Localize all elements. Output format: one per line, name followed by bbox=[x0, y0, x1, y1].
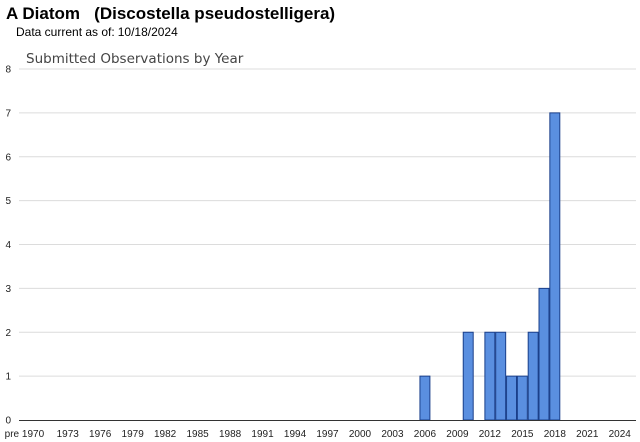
x-tick-label: 2000 bbox=[349, 429, 372, 440]
chart-title: Submitted Observations by Year bbox=[26, 51, 244, 67]
bar-2015 bbox=[516, 375, 528, 421]
x-tick-label: 1988 bbox=[219, 429, 242, 440]
data-current-date: 10/18/2024 bbox=[117, 25, 178, 39]
bar-2016 bbox=[527, 331, 539, 421]
x-tick-label: 1997 bbox=[316, 429, 339, 440]
y-tick-label: 2 bbox=[5, 328, 11, 339]
x-tick-label: 1979 bbox=[122, 429, 145, 440]
data-current-label: Data current as of: bbox=[16, 25, 115, 39]
x-tick-label: 2006 bbox=[414, 429, 437, 440]
x-tick-label: 2015 bbox=[511, 429, 534, 440]
chart-bars bbox=[419, 112, 561, 421]
y-tick-label: 1 bbox=[5, 372, 11, 383]
bar-2017 bbox=[538, 287, 550, 421]
y-tick-label: 3 bbox=[5, 284, 11, 295]
bar-2014 bbox=[506, 375, 518, 421]
x-tick-label: 2009 bbox=[446, 429, 469, 440]
bar-2018 bbox=[549, 112, 561, 421]
y-tick-label: 0 bbox=[5, 416, 11, 427]
y-tick-label: 7 bbox=[5, 108, 11, 119]
x-tick-label: 2018 bbox=[544, 429, 567, 440]
page-title: A Diatom (Discostella pseudostelligera) bbox=[6, 4, 336, 23]
y-tick-label: 5 bbox=[5, 196, 11, 207]
x-tick-label: 2012 bbox=[479, 429, 502, 440]
x-tick-label: pre 1970 bbox=[5, 429, 45, 440]
x-tick-label: 1994 bbox=[284, 429, 307, 440]
bar-2013 bbox=[495, 331, 507, 421]
bar-2012 bbox=[484, 331, 496, 421]
y-tick-label: 4 bbox=[5, 240, 11, 251]
bar-2010 bbox=[462, 331, 474, 421]
x-tick-label: 2003 bbox=[381, 429, 404, 440]
y-tick-label: 6 bbox=[5, 152, 11, 163]
bar-2006 bbox=[419, 375, 431, 421]
y-tick-label: 8 bbox=[5, 65, 11, 76]
x-tick-label: 2024 bbox=[609, 429, 632, 440]
x-tick-label: 1991 bbox=[251, 429, 274, 440]
y-axis-ticks: 0 1 2 3 4 5 6 7 8 bbox=[5, 65, 11, 427]
x-axis-ticks: pre 1970 1973 1976 1979 1982 1985 1988 1991 1994… bbox=[5, 429, 632, 440]
x-tick-label: 1982 bbox=[154, 429, 177, 440]
chart-grid bbox=[19, 68, 636, 377]
x-tick-label: 1973 bbox=[57, 429, 80, 440]
x-tick-label: 2021 bbox=[576, 429, 599, 440]
x-tick-label: 1985 bbox=[186, 429, 209, 440]
x-tick-label: 1976 bbox=[89, 429, 112, 440]
data-current-line: Data current as of: 10/18/2024 bbox=[16, 25, 178, 39]
